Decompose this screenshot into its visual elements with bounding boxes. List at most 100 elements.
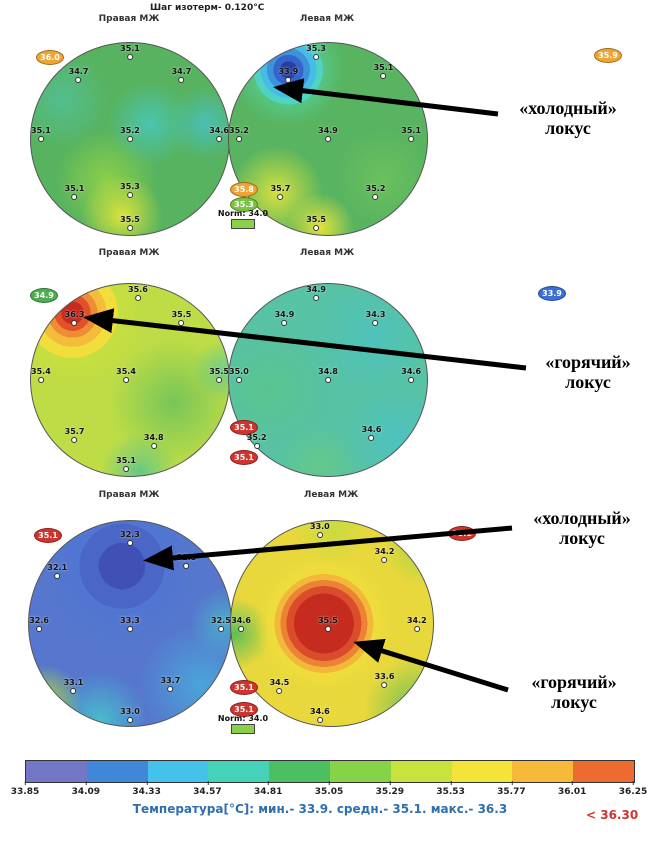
temperature-value: 35.1 (401, 126, 422, 136)
measurement-dot (408, 136, 415, 143)
temperature-point: 34.6 (362, 426, 381, 441)
norm-block: Norm: 34.0 (210, 209, 276, 229)
norm-color-swatch (231, 219, 255, 229)
temperature-point: 35.2 (120, 127, 140, 143)
measurement-dot (37, 377, 44, 384)
measurement-dot (381, 556, 388, 563)
temperature-point: 34.6 (310, 707, 330, 723)
colorbar-tick-label: 33.85 (10, 781, 40, 797)
temperature-value: 33.7 (160, 675, 181, 685)
colorbar-segments (25, 760, 635, 783)
map-label-right-breast-3: Правая МЖ (98, 490, 160, 500)
temperature-value: 34.7 (68, 66, 89, 76)
temperature-point: 33.7 (160, 675, 181, 692)
temperature-point: 32.3 (120, 531, 140, 547)
temperature-value: 33.9 (278, 66, 299, 76)
temperature-value: 35.3 (120, 182, 140, 192)
nipple-temp-badge: 35.1 (448, 526, 476, 541)
temperature-value: 34.7 (171, 66, 192, 76)
measurement-dot (316, 716, 323, 723)
measurement-dot (123, 465, 130, 472)
annotation-line: локус (551, 692, 597, 713)
annotation-line: локус (545, 118, 591, 139)
temperature-point: 35.1 (401, 126, 422, 143)
measurement-dot (127, 224, 133, 231)
temperature-value: 33.1 (63, 677, 84, 687)
measurement-dot (372, 319, 379, 326)
temperature-value: 33.0 (120, 706, 140, 716)
measurement-dot (324, 626, 331, 633)
temperature-point: 35.4 (31, 368, 51, 384)
temperature-value: 35.2 (246, 432, 267, 442)
temperature-value: 34.2 (406, 616, 427, 626)
temperature-point: 35.6 (128, 284, 148, 301)
colorbar-segment (451, 761, 513, 782)
measurement-dot (235, 136, 242, 143)
nipple-temp-badge: 36.0 (36, 50, 64, 65)
colorbar-tick-label: 35.05 (314, 781, 344, 797)
areola-temp-badge: 35.3 (230, 197, 258, 212)
measurement-dot (235, 377, 242, 384)
temperature-value: 35.5 (171, 309, 192, 319)
temperature-point: 34.8 (144, 433, 164, 449)
temperature-point: 32.6 (29, 617, 49, 633)
temperature-point: 35.3 (120, 182, 140, 199)
temperature-point: 35.4 (116, 368, 136, 384)
temperature-value: 34.2 (374, 546, 395, 556)
measurement-dot (372, 194, 379, 200)
temperature-point: 35.5 (171, 309, 192, 326)
colorbar-ticks: 33.85 34.09 34.33 34.57 34.81 35.05 35.29 35.53… (11, 781, 647, 799)
colorbar-segment (573, 761, 634, 782)
colorbar-segment (512, 761, 574, 782)
areola-temp-badge: 35.1 (230, 450, 258, 465)
colorbar-tick-label: 34.09 (71, 781, 101, 797)
temperature-point: 33.0 (310, 523, 330, 539)
temperature-point: 33.6 (374, 671, 395, 688)
measurement-dot (37, 136, 44, 143)
temperature-point: 33.0 (120, 706, 140, 723)
measurement-dot (127, 136, 133, 143)
map-label-right-breast-1: Правая МЖ (98, 14, 160, 24)
temperature-point: 35.7 (65, 427, 84, 443)
temperature-value: 35.5 (209, 367, 229, 377)
temperature-value: 34.8 (318, 367, 338, 377)
temperature-point: 35.5 (306, 215, 326, 231)
temperature-point: 33.9 (278, 66, 299, 83)
thermal-map-left-breast-3: 33.0 34.2 34.6 35.5 34.2 34.5 33.6 34.6 (230, 520, 434, 727)
temperature-value: 35.6 (128, 284, 148, 294)
colorbar-tick-label: 34.33 (132, 781, 161, 797)
temperature-point: 35.3 (306, 44, 326, 60)
measurement-dot (408, 377, 415, 384)
colorbar-tick-label: 36.25 (618, 781, 648, 797)
temperature-value: 34.6 (401, 367, 422, 377)
temperature-value: 35.1 (116, 455, 136, 465)
temperature-point: 34.6 (209, 127, 229, 143)
norm-block: Norm: 34.0 (210, 714, 276, 734)
nipple-temp-badge: 34.9 (30, 288, 58, 303)
measurement-dot (217, 626, 224, 633)
temperature-point: 35.5 (120, 215, 140, 231)
annotation-line: «холодный» (519, 98, 617, 118)
colorbar-segment (86, 761, 148, 782)
measurement-dot (71, 319, 78, 326)
map-label-right-breast-2: Правая МЖ (98, 248, 160, 258)
temperature-point: 34.9 (306, 285, 326, 301)
temperature-point: 35.1 (116, 455, 136, 472)
temperature-point: 35.1 (374, 64, 393, 80)
thermal-map-right-breast-2: 35.6 36.3 35.5 35.4 35.4 35.5 35.7 34.8 35.1 (30, 283, 230, 477)
areola-temp-badge: 35.1 (230, 420, 258, 435)
temperature-value: 33.6 (374, 671, 395, 681)
colorbar-tick-label: 35.77 (497, 781, 526, 797)
temperature-value: 32.1 (47, 563, 68, 573)
colorbar-segment (390, 761, 452, 782)
measurement-dot (36, 626, 43, 633)
annotation-cold-locus-3: «холодный» локус (514, 508, 650, 548)
annotation-line: «горячий» (531, 672, 617, 692)
temperature-stats-caption: Температура[°C]: мин.- 33.9. средн.- 35.… (132, 802, 508, 816)
temperature-point: 32.1 (47, 563, 68, 580)
temperature-point: 35.5 (209, 367, 229, 384)
measurement-dot (381, 681, 388, 688)
measurement-dot (325, 136, 331, 143)
measurement-dot (150, 442, 157, 449)
temperature-point: 34.7 (171, 66, 192, 83)
